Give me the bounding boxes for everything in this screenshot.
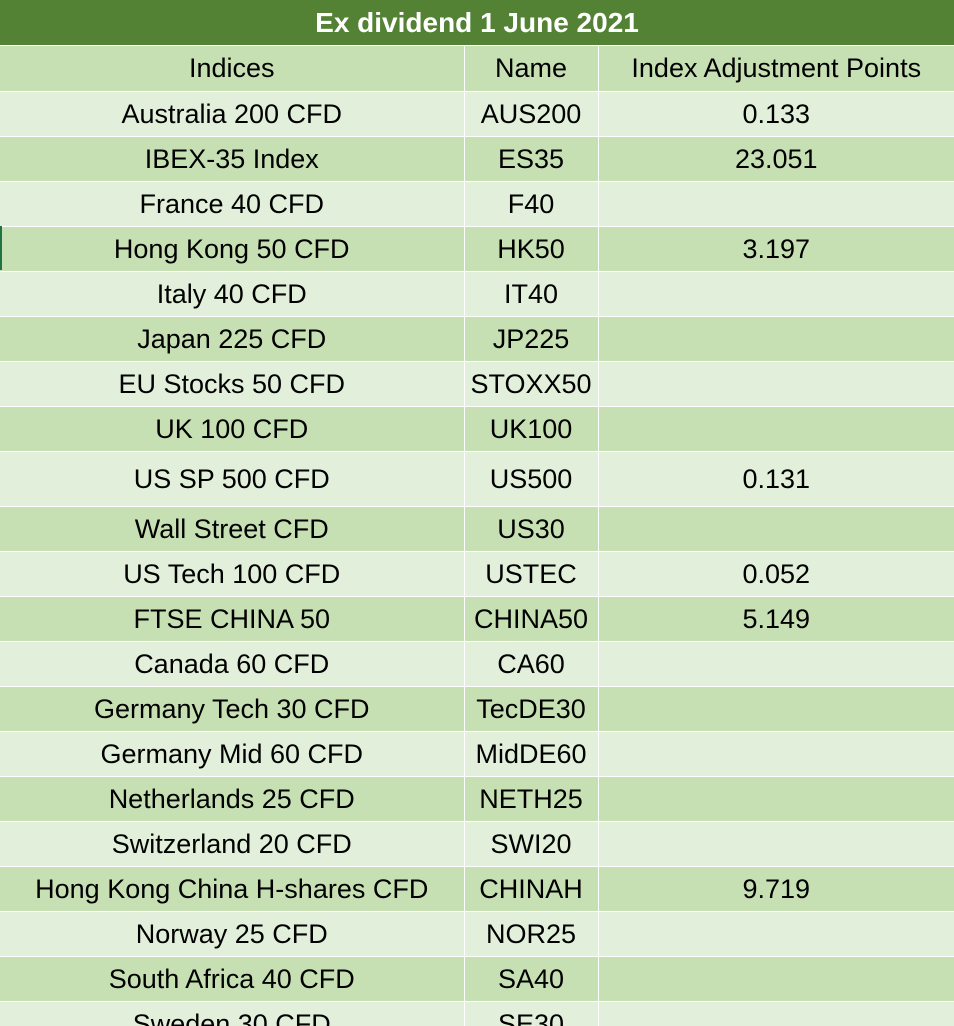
cell-points[interactable]: 23.051 (598, 136, 954, 182)
cell-points[interactable] (598, 271, 954, 317)
table-body: Australia 200 CFD AUS200 0.133 IBEX-35 Inde… (0, 91, 954, 1026)
cell-index[interactable]: US SP 500 CFD (0, 451, 465, 507)
cell-name[interactable]: SWI20 (464, 821, 599, 867)
table-row: South Africa 40 CFD SA40 (0, 956, 954, 1002)
cell-index[interactable]: US Tech 100 CFD (0, 551, 465, 597)
cell-index[interactable]: Sweden 30 CFD (0, 1001, 465, 1026)
cell-index[interactable]: South Africa 40 CFD (0, 956, 465, 1002)
cell-name[interactable]: MidDE60 (464, 731, 599, 777)
cell-points[interactable] (598, 956, 954, 1002)
table-row: Italy 40 CFD IT40 (0, 271, 954, 317)
table-row: Sweden 30 CFD SE30 (0, 1001, 954, 1026)
cell-points[interactable]: 9.719 (598, 866, 954, 912)
cell-name[interactable]: SE30 (464, 1001, 599, 1026)
cell-name[interactable]: NETH25 (464, 776, 599, 822)
table-row: Japan 225 CFD JP225 (0, 316, 954, 362)
cell-index[interactable]: EU Stocks 50 CFD (0, 361, 465, 407)
cell-name[interactable]: JP225 (464, 316, 599, 362)
cell-name[interactable]: SA40 (464, 956, 599, 1002)
dividend-table: Indices Name Index Adjustment Points Aus… (0, 46, 954, 1026)
cell-index[interactable]: Hong Kong China H-shares CFD (0, 866, 465, 912)
table-row: US SP 500 CFD US500 0.131 (0, 451, 954, 507)
cell-points[interactable] (598, 181, 954, 227)
cell-points[interactable] (598, 821, 954, 867)
cell-name[interactable]: CHINA50 (464, 596, 599, 642)
table-row: France 40 CFD F40 (0, 181, 954, 227)
table-row: IBEX-35 Index ES35 23.051 (0, 136, 954, 182)
table-row: Switzerland 20 CFD SWI20 (0, 821, 954, 867)
header-row: Indices Name Index Adjustment Points (0, 46, 954, 92)
column-header-indices[interactable]: Indices (0, 46, 465, 92)
cell-index[interactable]: Wall Street CFD (0, 506, 465, 552)
cell-name[interactable]: USTEC (464, 551, 599, 597)
table-row: Norway 25 CFD NOR25 (0, 911, 954, 957)
cell-points[interactable] (598, 1001, 954, 1026)
cell-points[interactable] (598, 406, 954, 452)
cell-name[interactable]: IT40 (464, 271, 599, 317)
cell-index[interactable]: Germany Mid 60 CFD (0, 731, 465, 777)
cell-points[interactable]: 0.133 (598, 91, 954, 137)
cell-name[interactable]: F40 (464, 181, 599, 227)
table-row: Netherlands 25 CFD NETH25 (0, 776, 954, 822)
cell-index[interactable]: Germany Tech 30 CFD (0, 686, 465, 732)
cell-points[interactable]: 3.197 (598, 226, 954, 272)
cell-name[interactable]: HK50 (464, 226, 599, 272)
cell-points[interactable] (598, 686, 954, 732)
cell-index[interactable]: Norway 25 CFD (0, 911, 465, 957)
cell-name[interactable]: US30 (464, 506, 599, 552)
table-row: EU Stocks 50 CFD STOXX50 (0, 361, 954, 407)
table-row: Germany Tech 30 CFD TecDE30 (0, 686, 954, 732)
table-row: UK 100 CFD UK100 (0, 406, 954, 452)
cell-points[interactable] (598, 361, 954, 407)
cell-points[interactable]: 5.149 (598, 596, 954, 642)
cell-name[interactable]: STOXX50 (464, 361, 599, 407)
column-header-name[interactable]: Name (464, 46, 599, 92)
cell-points[interactable] (598, 316, 954, 362)
cell-name[interactable]: AUS200 (464, 91, 599, 137)
column-header-points[interactable]: Index Adjustment Points (598, 46, 954, 92)
table-row: Hong Kong 50 CFD HK50 3.197 (0, 226, 954, 272)
table-row: Canada 60 CFD CA60 (0, 641, 954, 687)
table-row: Germany Mid 60 CFD MidDE60 (0, 731, 954, 777)
cell-name[interactable]: CA60 (464, 641, 599, 687)
cell-points[interactable]: 0.052 (598, 551, 954, 597)
cell-points[interactable] (598, 731, 954, 777)
table-row: Hong Kong China H-shares CFD CHINAH 9.719 (0, 866, 954, 912)
table-row: FTSE CHINA 50 CHINA50 5.149 (0, 596, 954, 642)
cell-selection-marker (0, 226, 2, 270)
cell-index[interactable]: Netherlands 25 CFD (0, 776, 465, 822)
cell-index[interactable]: Hong Kong 50 CFD (0, 226, 465, 272)
cell-index[interactable]: Italy 40 CFD (0, 271, 465, 317)
cell-index[interactable]: UK 100 CFD (0, 406, 465, 452)
cell-index[interactable]: Canada 60 CFD (0, 641, 465, 687)
cell-index[interactable]: Japan 225 CFD (0, 316, 465, 362)
cell-name[interactable]: US500 (464, 451, 599, 507)
table-row: US Tech 100 CFD USTEC 0.052 (0, 551, 954, 597)
cell-index[interactable]: FTSE CHINA 50 (0, 596, 465, 642)
cell-points[interactable] (598, 911, 954, 957)
cell-index[interactable]: IBEX-35 Index (0, 136, 465, 182)
table-row: Wall Street CFD US30 (0, 506, 954, 552)
cell-name[interactable]: TecDE30 (464, 686, 599, 732)
cell-points[interactable] (598, 776, 954, 822)
cell-name[interactable]: CHINAH (464, 866, 599, 912)
cell-name[interactable]: NOR25 (464, 911, 599, 957)
table-row: Australia 200 CFD AUS200 0.133 (0, 91, 954, 137)
cell-points[interactable]: 0.131 (598, 451, 954, 507)
table-title[interactable]: Ex dividend 1 June 2021 (0, 0, 954, 46)
cell-points[interactable] (598, 641, 954, 687)
cell-name[interactable]: ES35 (464, 136, 599, 182)
cell-points[interactable] (598, 506, 954, 552)
cell-index[interactable]: France 40 CFD (0, 181, 465, 227)
cell-name[interactable]: UK100 (464, 406, 599, 452)
cell-index[interactable]: Switzerland 20 CFD (0, 821, 465, 867)
cell-index[interactable]: Australia 200 CFD (0, 91, 465, 137)
